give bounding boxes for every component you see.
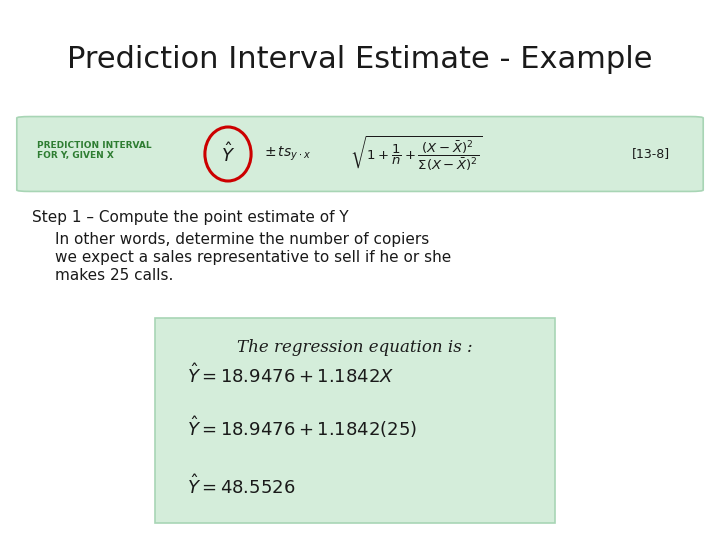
Text: The regression equation is :: The regression equation is : [237,339,473,355]
Text: In other words, determine the number of copiers: In other words, determine the number of … [55,232,429,247]
FancyBboxPatch shape [17,117,703,192]
Text: PREDICTION INTERVAL
FOR Y, GIVEN X: PREDICTION INTERVAL FOR Y, GIVEN X [37,141,151,160]
Text: $\hat{Y}=18.9476+1.1842X$: $\hat{Y}=18.9476+1.1842X$ [187,363,395,387]
Text: Step 1 – Compute the point estimate of Y: Step 1 – Compute the point estimate of Y [32,210,348,225]
Text: [13-8]: [13-8] [632,147,670,160]
Text: we expect a sales representative to sell if he or she: we expect a sales representative to sell… [55,250,451,265]
FancyBboxPatch shape [155,318,555,523]
Text: $\sqrt{1+\dfrac{1}{n}+\dfrac{(X-\bar{X})^{2}}{\Sigma(X-\bar{X})^{2}}}$: $\sqrt{1+\dfrac{1}{n}+\dfrac{(X-\bar{X})… [350,135,482,173]
Text: $\hat{Y}=18.9476+1.1842(25)$: $\hat{Y}=18.9476+1.1842(25)$ [187,414,417,440]
Text: $\hat{Y}$: $\hat{Y}$ [221,142,235,166]
Text: $\pm\,ts_{y \cdot x}$: $\pm\,ts_{y \cdot x}$ [264,145,311,163]
Text: $\hat{Y}=48.5526$: $\hat{Y}=48.5526$ [187,474,295,498]
Text: Prediction Interval Estimate - Example: Prediction Interval Estimate - Example [67,45,653,74]
Text: makes 25 calls.: makes 25 calls. [55,268,174,283]
